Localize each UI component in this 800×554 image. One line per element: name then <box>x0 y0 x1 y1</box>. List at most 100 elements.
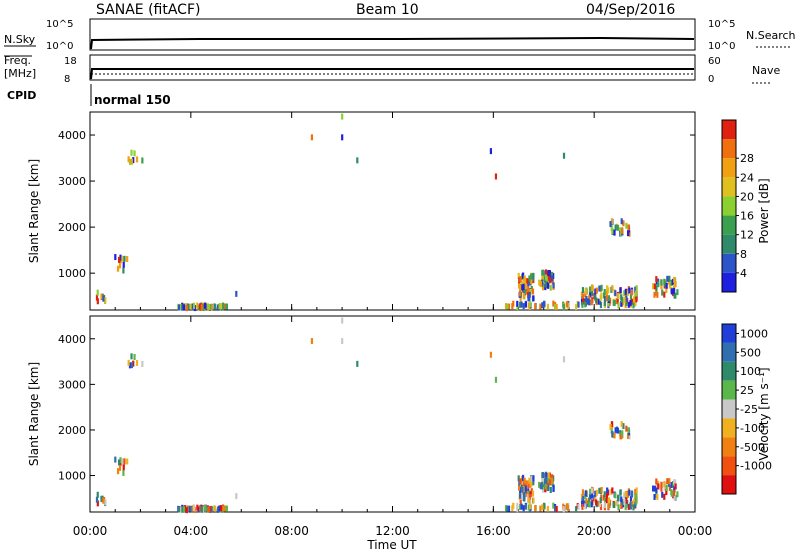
power-colorbar-swatch <box>722 177 736 197</box>
power-cell <box>530 278 533 285</box>
beam-label: Beam 10 <box>356 2 419 18</box>
velocity-colorbar-tick-label: 25 <box>740 384 754 397</box>
power-cell <box>665 282 668 289</box>
power-cell <box>218 303 221 310</box>
power-cell <box>595 287 598 294</box>
power-cell <box>546 303 550 310</box>
velocity-cell <box>519 492 522 499</box>
velocity-cell <box>547 475 551 482</box>
power-cell <box>603 300 606 307</box>
power-cell <box>666 275 669 282</box>
velocity-cell <box>611 487 614 494</box>
power-cell <box>632 302 635 309</box>
freq-trace <box>90 68 694 80</box>
nsky-panel-frame <box>89 18 696 51</box>
velocity-cell <box>527 490 530 497</box>
velocity-cell <box>602 494 606 501</box>
nsearch-label: N.Search <box>746 29 796 42</box>
power-cell <box>548 277 552 284</box>
power-colorbar-tick-label: 28 <box>740 152 754 165</box>
power-cell <box>121 255 124 262</box>
power-cell <box>582 298 585 305</box>
velocity-cell <box>512 502 515 509</box>
power-cell <box>590 299 593 306</box>
velocity-cell <box>666 478 669 485</box>
velocity-cell <box>527 494 530 501</box>
velocity-cell <box>629 495 633 502</box>
velocity-cell <box>530 475 533 482</box>
power-cell <box>127 156 130 163</box>
velocity-cell <box>522 481 525 488</box>
velocity-cell <box>673 494 676 501</box>
power-cell <box>653 291 656 298</box>
velocity-cell <box>623 498 626 505</box>
cpid-value: normal 150 <box>94 93 171 107</box>
cpid-label: CPID <box>7 89 36 102</box>
power-cell <box>524 301 528 308</box>
power-cell <box>523 275 526 282</box>
power-cell <box>582 293 585 300</box>
velocity-cell <box>612 502 615 509</box>
velocity-cell <box>544 483 547 490</box>
power-cell <box>192 302 196 309</box>
power-cell <box>604 295 607 302</box>
velocity-cell <box>609 423 612 430</box>
velocity-cell <box>584 490 587 497</box>
velocity-cell <box>613 432 616 439</box>
velocity-cell <box>197 506 200 513</box>
power-cell <box>528 291 531 298</box>
power-cell <box>104 297 107 304</box>
velocity-cell <box>182 506 186 513</box>
velocity-cell <box>520 503 523 510</box>
power-cell <box>673 292 676 299</box>
power-cell <box>614 224 617 231</box>
power-cell <box>530 273 533 280</box>
velocity-colorbar-tick-label: 1000 <box>740 327 768 340</box>
velocity-cell <box>507 505 511 512</box>
power-cell <box>586 298 590 305</box>
velocity-cell <box>628 489 631 496</box>
power-cell <box>539 303 542 310</box>
power-cell <box>489 148 493 155</box>
velocity-cell <box>566 503 569 510</box>
velocity-cell <box>119 457 122 464</box>
power-cell <box>623 296 626 303</box>
power-cell <box>96 298 99 305</box>
velocity-cell <box>189 505 192 512</box>
velocity-cell <box>577 503 580 510</box>
velocity-cell <box>517 475 520 482</box>
velocity-cell <box>545 472 548 479</box>
power-colorbar-swatch <box>722 234 736 254</box>
power-cell <box>626 230 630 237</box>
x-tick-labels: 00:00 04:00 08:00 12:00 16:00 20:00 00:00 <box>73 524 713 538</box>
velocity-cell <box>668 484 671 491</box>
power-cell <box>596 298 600 305</box>
velocity-cell <box>606 487 609 494</box>
velocity-cell <box>575 506 578 513</box>
power-cell <box>356 157 359 164</box>
power-cell <box>524 279 527 286</box>
power-cell <box>119 254 122 261</box>
x-tick-label: 04:00 <box>174 524 209 538</box>
velocity-cell <box>534 505 537 512</box>
velocity-colorbar: 1000 500 100 25 -25 -100 -500 -1000 <box>721 323 772 495</box>
velocity-cell <box>595 499 598 506</box>
velocity-cell <box>610 421 614 428</box>
velocity-colorbar-tick-label: -100 <box>740 422 765 435</box>
power-cell <box>620 218 623 225</box>
velocity-cell <box>625 502 628 509</box>
velocity-cell <box>591 492 594 499</box>
x-tick-label: 00:00 <box>678 524 713 538</box>
power-cell <box>126 255 129 262</box>
power-cell <box>628 287 631 294</box>
velocity-cell <box>506 505 509 512</box>
freq-tick-top: 18 <box>64 56 77 67</box>
power-cell <box>518 277 521 284</box>
velocity-cell <box>130 362 134 369</box>
velocity-cell <box>581 503 584 510</box>
velocity-cell <box>214 505 217 512</box>
velocity-cell <box>519 487 522 494</box>
power-cell <box>627 224 630 231</box>
power-ytick-label: 2000 <box>58 221 86 234</box>
power-cell <box>197 304 200 311</box>
